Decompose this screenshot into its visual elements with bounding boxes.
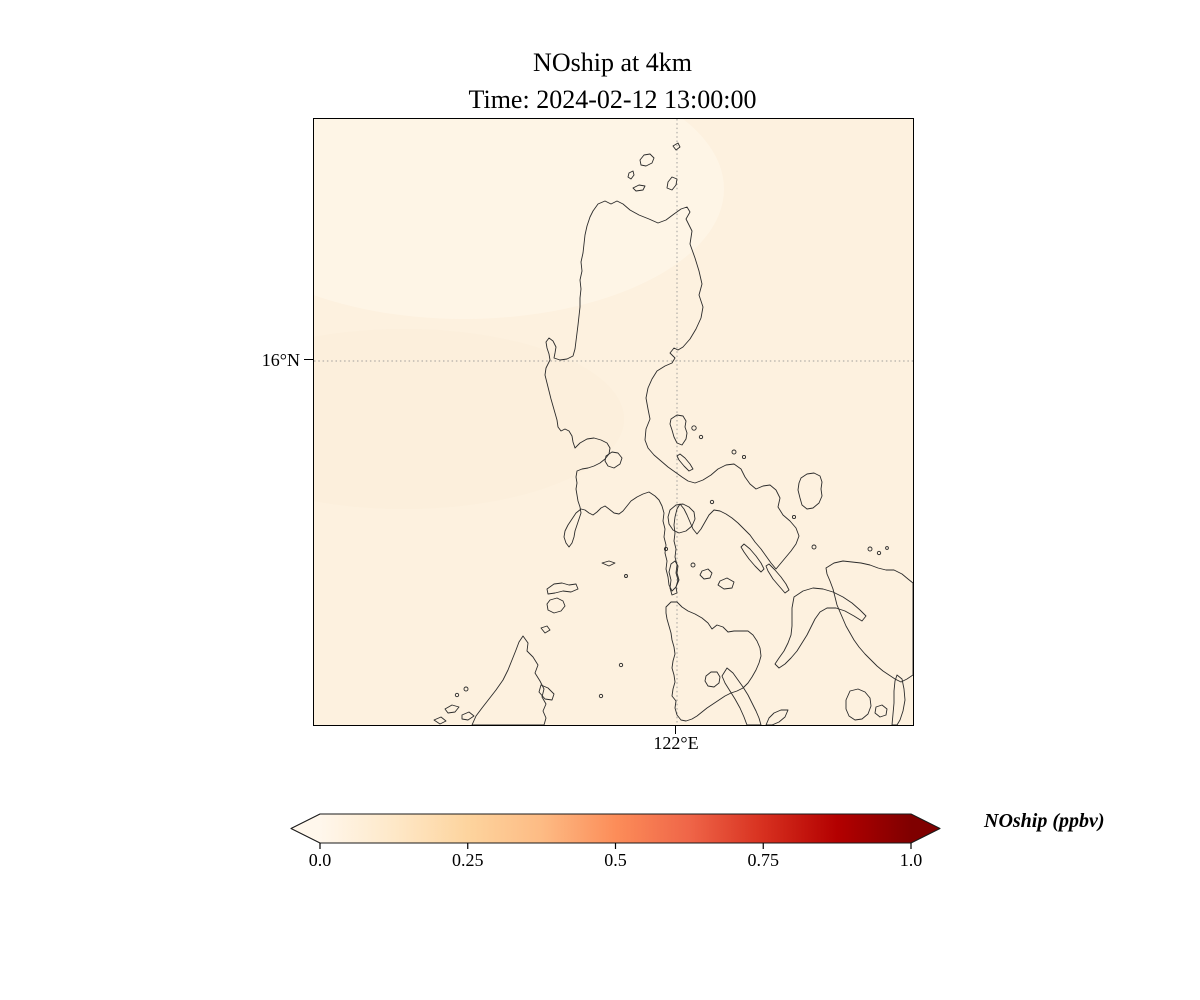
coastline-mindoro xyxy=(471,635,547,725)
coastline-lubang-1 xyxy=(546,582,579,595)
coastline-catanduanes xyxy=(797,472,823,510)
coastline-corner-oval xyxy=(874,704,888,718)
coastlines xyxy=(433,142,913,725)
coastline-lubang-2 xyxy=(546,597,566,614)
coastline-lubang-3 xyxy=(540,625,551,634)
colorbar-tick-025: 0.25 xyxy=(452,850,484,870)
islet xyxy=(876,550,882,556)
y-tick-label: 16°N xyxy=(261,350,300,370)
islet xyxy=(709,499,715,505)
coastline-guimaras xyxy=(704,671,721,688)
gridlines xyxy=(314,119,913,725)
coastline-romblon xyxy=(699,568,713,580)
coastline-samar xyxy=(825,560,913,683)
coastline-verde xyxy=(601,560,616,567)
islet xyxy=(624,574,628,578)
coastline-babuyan-2 xyxy=(627,170,635,180)
coastline-panay xyxy=(665,601,762,722)
colorbar-ticks xyxy=(319,843,912,849)
title-line-1: NOship at 4km xyxy=(533,48,692,77)
colorbar-tick-1: 1.0 xyxy=(899,850,923,870)
colorbar-bar xyxy=(290,813,941,844)
islet xyxy=(663,546,669,552)
islet xyxy=(791,514,797,520)
islet xyxy=(691,425,697,431)
coastline-alabat xyxy=(676,453,694,472)
plot-title: NOship at 4km Time: 2024-02-12 13:00:00 xyxy=(313,44,912,118)
colorbar-tick-075: 0.75 xyxy=(747,850,780,870)
coastline-cebu-partial xyxy=(765,709,789,725)
coastline-negros xyxy=(721,667,762,725)
coastline-islet-bl1 xyxy=(444,704,460,714)
coastline-marinduque xyxy=(667,503,696,534)
map-canvas xyxy=(314,119,913,725)
islet xyxy=(454,692,460,698)
coastline-babuyan-4 xyxy=(666,176,678,191)
islet xyxy=(598,693,604,699)
islet xyxy=(618,662,624,668)
title-line-2: Time: 2024-02-12 13:00:00 xyxy=(468,85,757,114)
map-panel xyxy=(313,118,914,726)
coastline-polillo xyxy=(669,414,688,446)
islet xyxy=(731,449,737,455)
islet xyxy=(741,454,747,460)
coastline-islet-bl3 xyxy=(433,716,447,725)
islet xyxy=(811,544,817,550)
colorbar-tick-05: 0.5 xyxy=(604,850,627,870)
islet xyxy=(698,434,704,440)
coastline-corner-blob xyxy=(845,688,872,721)
islet xyxy=(690,562,696,568)
colorbar-label: NOship (ppbv) xyxy=(984,810,1105,832)
coastline-babuyan-1 xyxy=(639,153,655,167)
coastline-luzon xyxy=(544,200,800,592)
islet xyxy=(867,546,873,552)
coastline-islet-bl2 xyxy=(461,711,475,721)
coastline-sibuyan xyxy=(717,577,735,590)
y-tick-16N xyxy=(304,359,313,361)
x-tick-label: 122°E xyxy=(653,733,699,753)
coastline-masbate xyxy=(774,587,867,669)
data-field xyxy=(314,119,724,509)
coastline-babuyan-5 xyxy=(672,142,681,151)
colorbar-tick-0: 0.0 xyxy=(308,850,332,870)
coastline-babuyan-3 xyxy=(632,184,646,192)
coastline-ticao xyxy=(765,563,790,594)
coastline-tablas xyxy=(668,560,680,596)
coastline-ilin xyxy=(538,684,555,701)
coastline-laguna-lake xyxy=(604,451,623,469)
islet xyxy=(885,546,889,550)
coastline-corner-sliver xyxy=(891,674,906,725)
coastline-burias xyxy=(740,543,765,573)
islet xyxy=(463,686,469,692)
x-tick-122E xyxy=(675,725,677,734)
